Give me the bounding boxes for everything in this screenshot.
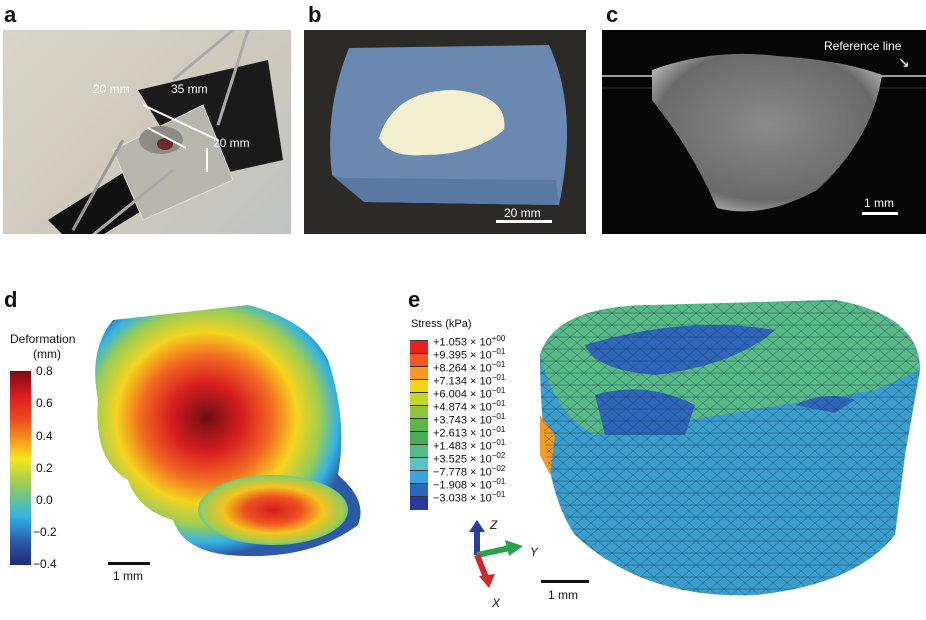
colorbar-tick: −0.2 (33, 525, 57, 539)
scale-bar (862, 212, 898, 215)
axis-z-label: Z (490, 518, 498, 532)
panel-letter-e: e (408, 287, 421, 312)
stress-label: +7.134 × 10−01 (433, 373, 506, 388)
panel-letter-b: b (308, 2, 322, 27)
stress-swatch (410, 366, 428, 380)
stress-swatch (410, 340, 428, 354)
stress-label: −1.908 × 10−01 (433, 477, 506, 492)
annotation-height: 20 mm (213, 136, 250, 150)
colorbar-tick: 0.4 (36, 429, 53, 443)
mesh-illustration (540, 300, 920, 596)
stress-swatch (410, 470, 428, 484)
clamp-illustration (48, 30, 283, 234)
scale-bar-label: 20 mm (504, 206, 541, 220)
scale-bar-label: 1 mm (113, 569, 143, 583)
arrow-icon: ↘ (898, 54, 910, 70)
stress-label: +1.053 × 10+00 (433, 334, 506, 349)
stress-label: +4.874 × 10−01 (433, 399, 506, 414)
colorbar-tick: 0.8 (36, 364, 53, 378)
sample-illustration (330, 45, 567, 205)
stress-label: +9.395 × 10−01 (433, 347, 506, 362)
stress-label: +6.004 × 10−01 (433, 386, 506, 401)
stress-swatch (410, 457, 428, 471)
deformation-map (88, 300, 378, 562)
stress-swatch (410, 418, 428, 432)
panel-letter-d: d (4, 287, 18, 312)
panel-letter-a: a (4, 2, 17, 27)
stress-label: −7.778 × 10−02 (433, 464, 506, 479)
axis-x-label: X (492, 596, 501, 610)
stress-swatch (410, 353, 428, 367)
axis-triad: Z Y X (465, 518, 555, 615)
annotation-length: 35 mm (171, 82, 208, 96)
panel-letter-c: c (606, 2, 619, 27)
ultrasound-image: Reference line ↘ 1 mm (602, 30, 926, 234)
colorbar-tick: −0.4 (33, 557, 57, 571)
axis-triad-icon (469, 520, 523, 588)
reference-line-label: Reference line (824, 39, 902, 53)
colorbar-title: Deformation (10, 332, 76, 346)
stress-legend: +1.053 × 10+00 +9.395 × 10−01 +8.264 × 1… (410, 334, 570, 512)
stress-swatch (410, 405, 428, 419)
deformation-colorbar (10, 371, 31, 565)
stress-swatch (410, 379, 428, 393)
scale-bar-label: 1 mm (548, 588, 578, 602)
photo-clamp-apparatus: 20 mm 35 mm 20 mm (3, 30, 291, 234)
stress-label: +3.743 × 10−01 (433, 412, 506, 427)
stress-swatch (410, 496, 428, 510)
stress-swatch (410, 392, 428, 406)
stress-label: +2.613 × 10−01 (433, 425, 506, 440)
stress-label: +1.483 × 10−01 (433, 438, 506, 453)
scale-bar (541, 580, 589, 583)
deformation-map-illustration (95, 305, 361, 557)
annotation-width: 20 mm (93, 82, 130, 96)
ultrasound-illustration (602, 53, 926, 212)
stress-swatch (410, 431, 428, 445)
scale-bar (496, 220, 552, 223)
stress-swatch (410, 444, 428, 458)
scale-bar (108, 562, 150, 565)
stress-legend-title: Stress (kPa) (411, 318, 472, 330)
colorbar-tick: 0.2 (36, 461, 53, 475)
stress-label: −3.038 × 10−01 (433, 490, 506, 505)
stress-label: +3.525 × 10−02 (433, 451, 506, 466)
colorbar-tick: 0.6 (36, 396, 53, 410)
scale-bar-label: 1 mm (864, 196, 894, 210)
stress-swatch (410, 483, 428, 497)
stress-mesh-model (535, 295, 925, 615)
stress-label: +8.264 × 10−01 (433, 360, 506, 375)
axis-y-label: Y (530, 545, 539, 559)
colorbar-tick: 0.0 (36, 493, 53, 507)
colorbar-unit: (mm) (33, 347, 61, 361)
photo-tissue-sample: 20 mm (304, 30, 586, 234)
